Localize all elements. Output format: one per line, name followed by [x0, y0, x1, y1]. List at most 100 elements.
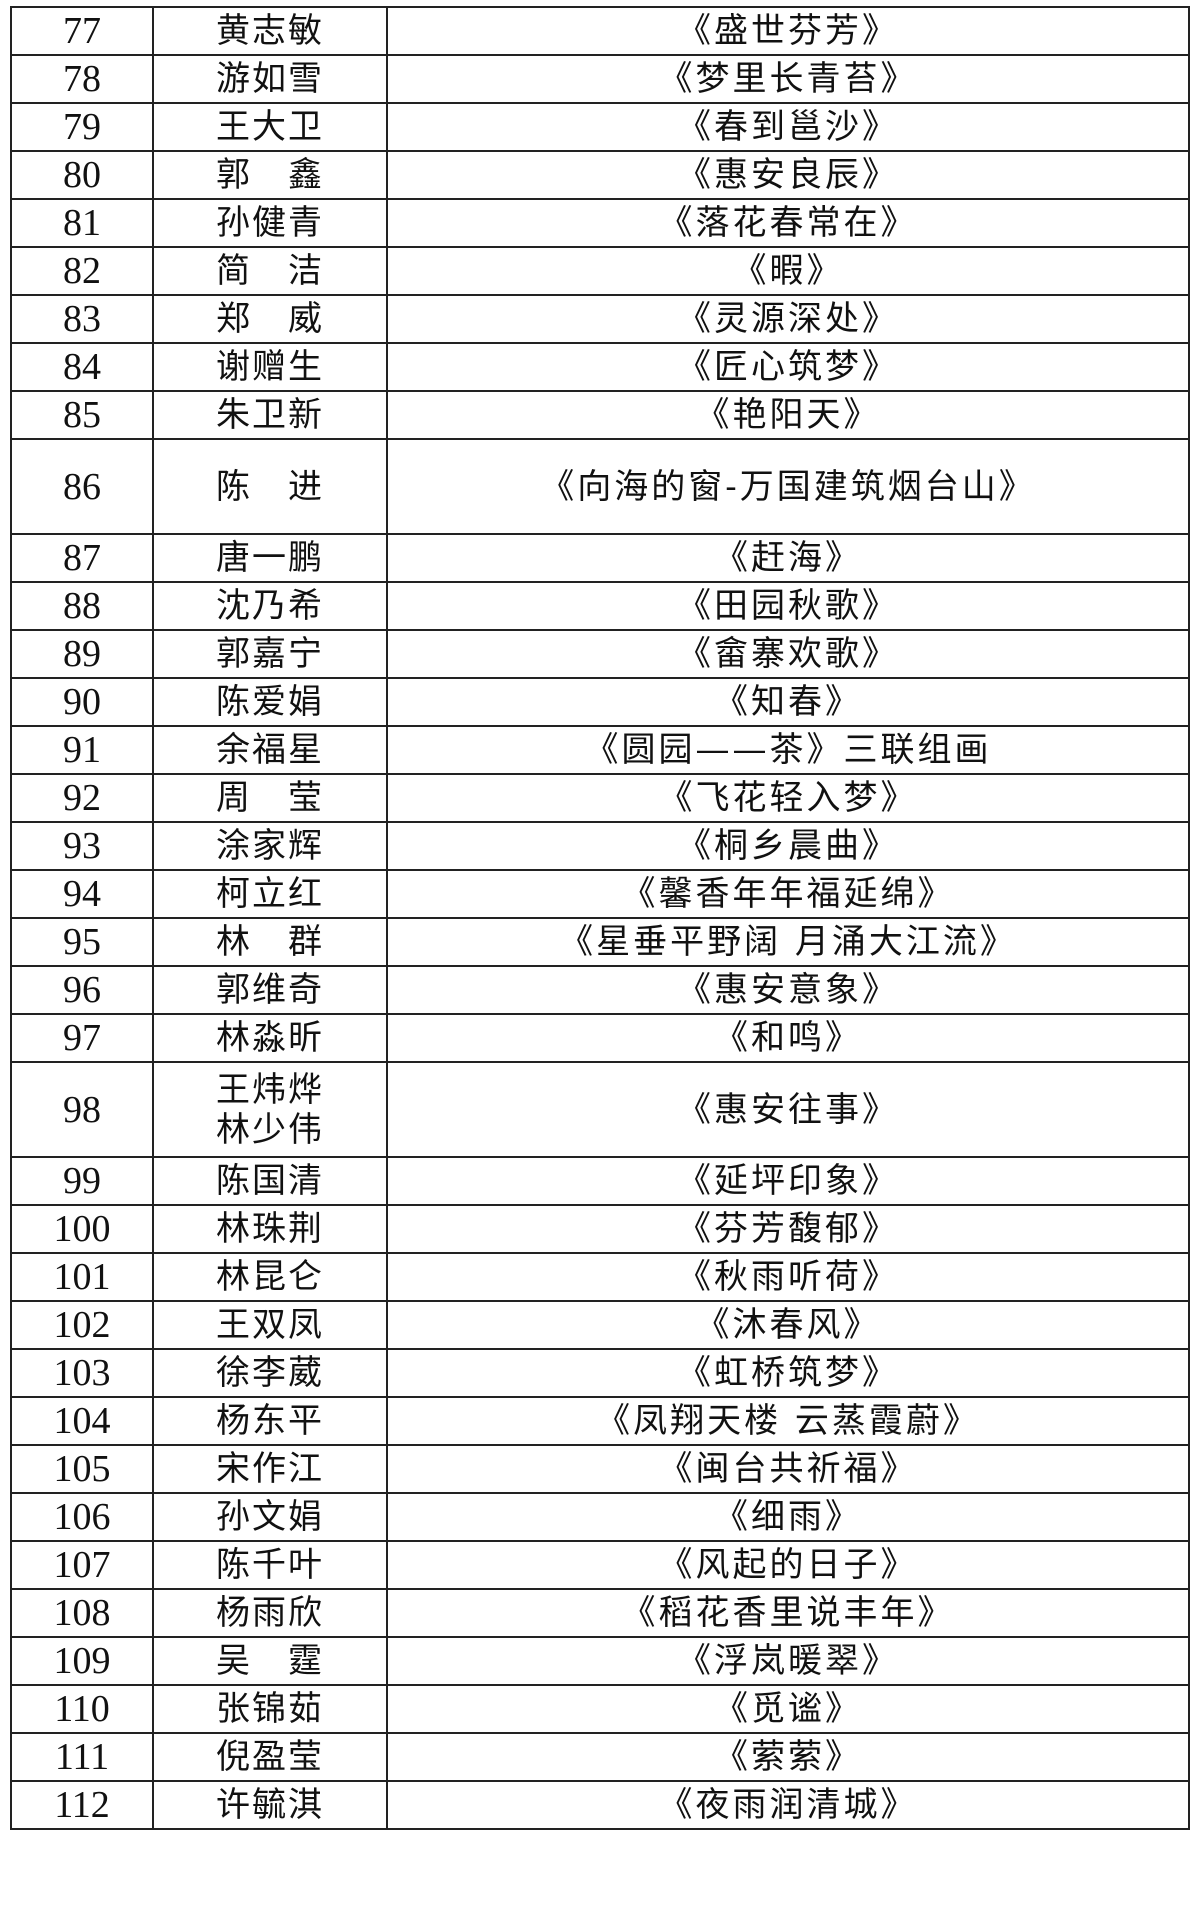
author-name: 林淼昕	[216, 1018, 324, 1058]
author-cell: 郭维奇	[152, 965, 388, 1015]
row-number: 79	[10, 102, 154, 152]
author-cell: 张锦茹	[152, 1684, 388, 1734]
table-row: 103 徐李葳 《虹桥筑梦》	[10, 1348, 1190, 1398]
author-cell: 黄志敏	[152, 6, 388, 56]
work-title: 《艳阳天》	[386, 390, 1190, 440]
table-row: 81 孙健青 《落花春常在》	[10, 198, 1190, 248]
author-name: 谢赠生	[216, 347, 324, 387]
author-cell: 游如雪	[152, 54, 388, 104]
table-row: 99 陈国清 《延坪印象》	[10, 1156, 1190, 1206]
row-number: 78	[10, 54, 154, 104]
author-cell: 陈千叶	[152, 1540, 388, 1590]
author-cell: 朱卫新	[152, 390, 388, 440]
table-row: 98 王炜烨 林少伟 《惠安往事》	[10, 1061, 1190, 1158]
author-name: 朱卫新	[216, 395, 324, 435]
table-row: 78 游如雪 《梦里长青苔》	[10, 54, 1190, 104]
work-title: 《星垂平野阔 月涌大江流》	[386, 917, 1190, 967]
row-number: 90	[10, 677, 154, 727]
author-name: 郭 鑫	[216, 155, 324, 195]
row-number: 100	[10, 1204, 154, 1254]
row-number: 106	[10, 1492, 154, 1542]
table-row: 92 周 莹 《飞花轻入梦》	[10, 773, 1190, 823]
work-title: 《觅谧》	[386, 1684, 1190, 1734]
author-name: 黄志敏	[216, 11, 324, 51]
work-title: 《圆园——茶》三联组画	[386, 725, 1190, 775]
author-name: 郭嘉宁	[216, 634, 324, 674]
table-row: 109 吴 霆 《浮岚暖翠》	[10, 1636, 1190, 1686]
author-name: 孙文娟	[216, 1497, 324, 1537]
author-cell: 杨雨欣	[152, 1588, 388, 1638]
work-title: 《桐乡晨曲》	[386, 821, 1190, 871]
row-number: 102	[10, 1300, 154, 1350]
author-cell: 柯立红	[152, 869, 388, 919]
work-title: 《细雨》	[386, 1492, 1190, 1542]
work-title: 《梦里长青苔》	[386, 54, 1190, 104]
table-row: 88 沈乃希 《田园秋歌》	[10, 581, 1190, 631]
work-title: 《畲寨欢歌》	[386, 629, 1190, 679]
work-title: 《秋雨听荷》	[386, 1252, 1190, 1302]
row-number: 98	[10, 1061, 154, 1158]
table-row: 85 朱卫新 《艳阳天》	[10, 390, 1190, 440]
work-title: 《惠安良辰》	[386, 150, 1190, 200]
work-title: 《盛世芬芳》	[386, 6, 1190, 56]
author-cell: 王炜烨 林少伟	[152, 1061, 388, 1158]
row-number: 94	[10, 869, 154, 919]
row-number: 105	[10, 1444, 154, 1494]
row-number: 89	[10, 629, 154, 679]
author-cell: 杨东平	[152, 1396, 388, 1446]
work-title: 《沐春风》	[386, 1300, 1190, 1350]
row-number: 103	[10, 1348, 154, 1398]
work-title: 《浮岚暖翠》	[386, 1636, 1190, 1686]
row-number: 108	[10, 1588, 154, 1638]
work-title: 《萦萦》	[386, 1732, 1190, 1782]
author-cell: 涂家辉	[152, 821, 388, 871]
author-name: 林少伟	[216, 1109, 324, 1150]
work-title: 《向海的窗-万国建筑烟台山》	[386, 438, 1190, 535]
author-name: 沈乃希	[216, 586, 324, 626]
work-title: 《芬芳馥郁》	[386, 1204, 1190, 1254]
row-number: 97	[10, 1013, 154, 1063]
row-number: 86	[10, 438, 154, 535]
author-name: 陈爱娟	[216, 682, 324, 722]
row-number: 87	[10, 533, 154, 583]
table-row: 86 陈 进 《向海的窗-万国建筑烟台山》	[10, 438, 1190, 535]
author-cell: 余福星	[152, 725, 388, 775]
author-name: 宋作江	[216, 1449, 324, 1489]
author-cell: 沈乃希	[152, 581, 388, 631]
row-number: 109	[10, 1636, 154, 1686]
author-cell: 林昆仑	[152, 1252, 388, 1302]
author-name: 陈千叶	[216, 1545, 324, 1585]
table-row: 94 柯立红 《馨香年年福延绵》	[10, 869, 1190, 919]
table-row: 93 涂家辉 《桐乡晨曲》	[10, 821, 1190, 871]
work-title: 《灵源深处》	[386, 294, 1190, 344]
work-title: 《惠安往事》	[386, 1061, 1190, 1158]
table-row: 82 简 洁 《暇》	[10, 246, 1190, 296]
author-cell: 林淼昕	[152, 1013, 388, 1063]
author-name: 林昆仑	[216, 1257, 324, 1297]
row-number: 85	[10, 390, 154, 440]
author-name: 郑 威	[216, 299, 324, 339]
author-name: 林 群	[216, 922, 324, 962]
author-cell: 唐一鹏	[152, 533, 388, 583]
author-name: 杨东平	[216, 1401, 324, 1441]
author-cell: 孙文娟	[152, 1492, 388, 1542]
author-name: 唐一鹏	[216, 538, 324, 578]
row-number: 93	[10, 821, 154, 871]
author-cell: 陈爱娟	[152, 677, 388, 727]
work-title: 《知春》	[386, 677, 1190, 727]
work-title: 《风起的日子》	[386, 1540, 1190, 1590]
table-row: 84 谢赠生 《匠心筑梦》	[10, 342, 1190, 392]
table-row: 101 林昆仑 《秋雨听荷》	[10, 1252, 1190, 1302]
row-number: 111	[10, 1732, 154, 1782]
work-title: 《延坪印象》	[386, 1156, 1190, 1206]
author-cell: 倪盈莹	[152, 1732, 388, 1782]
author-name: 吴 霆	[216, 1641, 324, 1681]
table-row: 96 郭维奇 《惠安意象》	[10, 965, 1190, 1015]
work-title: 《落花春常在》	[386, 198, 1190, 248]
row-number: 112	[10, 1780, 154, 1830]
author-name: 游如雪	[216, 59, 324, 99]
table-row: 102 王双凤 《沐春风》	[10, 1300, 1190, 1350]
work-title: 《飞花轻入梦》	[386, 773, 1190, 823]
author-name: 杨雨欣	[216, 1593, 324, 1633]
row-number: 96	[10, 965, 154, 1015]
